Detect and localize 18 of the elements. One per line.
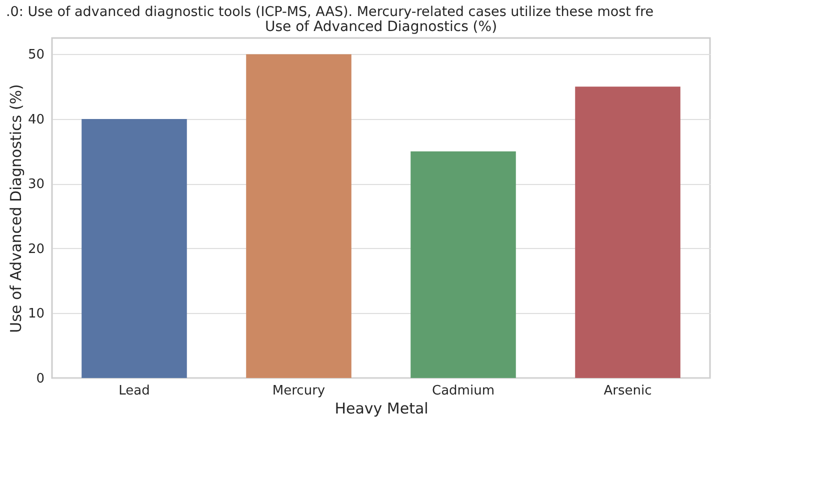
y-tick-label: 40 <box>28 112 44 128</box>
bar <box>82 118 187 378</box>
chart-title: Use of Advanced Diagnostics (%) <box>264 19 498 35</box>
x-tick-label: Cadmium <box>432 384 494 398</box>
y-tick-label: 50 <box>28 48 44 63</box>
y-tick-label: 0 <box>36 372 44 386</box>
y-tick-label: 10 <box>28 306 44 322</box>
x-tick-label: Arsenic <box>604 384 652 398</box>
y-axis-title: Use of Advanced Diagnostics (%) <box>6 84 25 333</box>
x-tick-label: Mercury <box>272 384 326 398</box>
text: .0: Use of advanced diagnostic tools (ICP-MS, AAS). Mercury-related cases utilize these most fre <box>5 3 655 20</box>
bar <box>246 54 352 378</box>
bar <box>410 151 516 378</box>
y-tick-label: 20 <box>28 242 44 257</box>
y-tick-label: 30 <box>28 177 44 192</box>
x-tick-label: Lead <box>118 384 150 398</box>
x-axis-title: Heavy Metal <box>334 400 428 418</box>
bar <box>575 86 680 378</box>
